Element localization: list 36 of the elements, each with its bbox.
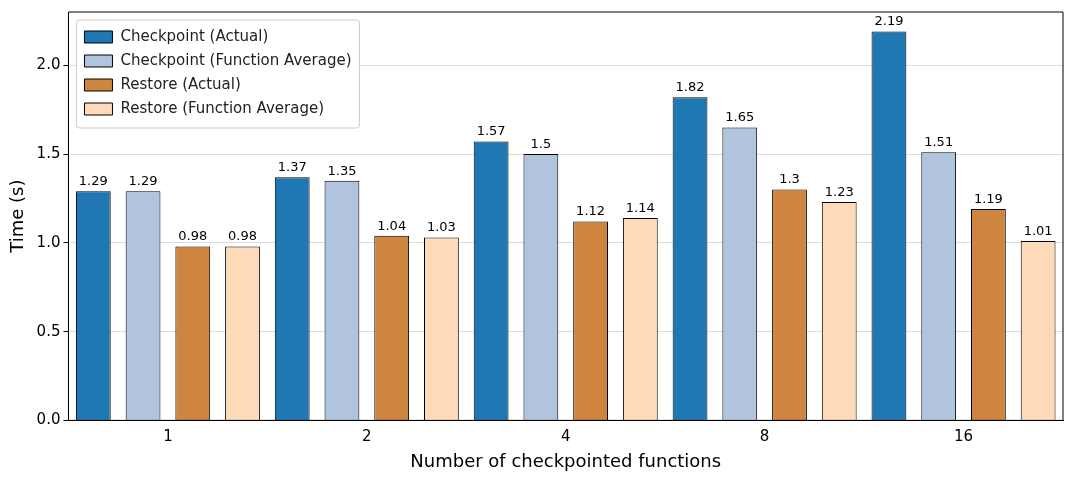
data-label: 1.37 bbox=[277, 159, 307, 175]
data-label: 1.29 bbox=[128, 173, 158, 189]
data-label: 1.12 bbox=[576, 203, 606, 219]
data-label: 1.35 bbox=[327, 162, 357, 178]
y-tick-label: 1.0 bbox=[36, 232, 61, 251]
legend-label: Checkpoint (Actual) bbox=[120, 26, 269, 45]
x-tick-label: 4 bbox=[560, 427, 571, 446]
data-label: 1.04 bbox=[377, 217, 407, 233]
data-label: 2.19 bbox=[874, 13, 904, 29]
y-tick-label: 2.0 bbox=[36, 55, 61, 74]
data-label: 1.01 bbox=[1023, 222, 1053, 238]
data-label: 1.3 bbox=[779, 171, 800, 187]
y-tick-label: 0.5 bbox=[36, 321, 61, 340]
x-tick-label: 16 bbox=[954, 427, 974, 446]
y-tick-label: 1.5 bbox=[36, 143, 61, 162]
data-label: 1.57 bbox=[476, 123, 506, 139]
data-label: 1.14 bbox=[625, 199, 655, 215]
x-tick-label: 8 bbox=[759, 427, 770, 446]
data-label: 1.82 bbox=[675, 79, 705, 95]
data-label: 1.5 bbox=[530, 135, 552, 151]
data-label: 1.23 bbox=[824, 183, 854, 199]
data-label: 1.51 bbox=[924, 134, 954, 150]
legend-label: Restore (Actual) bbox=[120, 74, 241, 93]
data-label: 0.98 bbox=[228, 228, 257, 244]
x-tick-label: 2 bbox=[362, 427, 372, 446]
data-label: 1.29 bbox=[78, 173, 108, 189]
data-label: 1.19 bbox=[973, 190, 1003, 206]
legend-label: Restore (Function Average) bbox=[120, 98, 325, 117]
data-label: 1.03 bbox=[426, 219, 456, 235]
x-tick-label: 1 bbox=[163, 427, 173, 446]
legend-label: Checkpoint (Function Average) bbox=[120, 50, 352, 69]
data-label: 0.98 bbox=[178, 228, 208, 244]
y-tick-label: 0.0 bbox=[36, 410, 61, 429]
data-label: 1.65 bbox=[725, 109, 755, 125]
y-axis-title: Time (s) bbox=[6, 179, 28, 254]
x-axis-title: Number of checkpointed functions bbox=[410, 449, 722, 471]
